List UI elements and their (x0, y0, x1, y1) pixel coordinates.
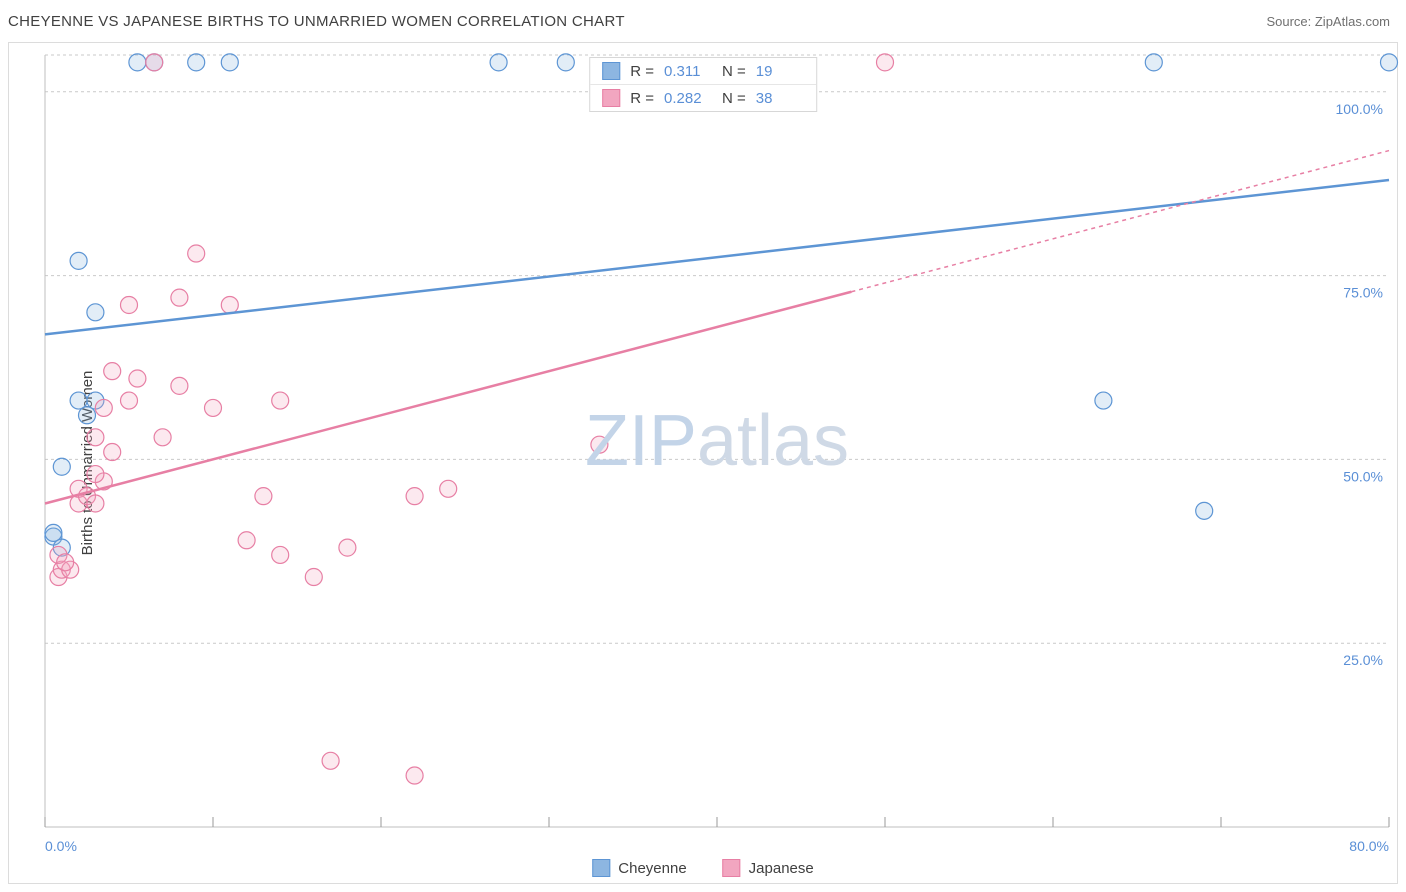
source-attribution: Source: ZipAtlas.com (1266, 14, 1390, 29)
data-point (221, 296, 238, 313)
legend-swatch (723, 859, 741, 877)
legend-swatch (592, 859, 610, 877)
chart-title: CHEYENNE VS JAPANESE BIRTHS TO UNMARRIED… (8, 13, 625, 30)
data-point (205, 399, 222, 416)
stats-legend: R = 0.311 N = 19 R = 0.282 N = 38 (589, 57, 817, 112)
data-point (557, 54, 574, 71)
legend-item: Japanese (723, 859, 814, 877)
data-point (406, 488, 423, 505)
data-point (146, 54, 163, 71)
x-tick-label: 0.0% (45, 838, 77, 854)
data-point (188, 245, 205, 262)
data-point (95, 399, 112, 416)
data-point (305, 569, 322, 586)
y-tick-label: 50.0% (1343, 468, 1383, 484)
data-point (129, 54, 146, 71)
y-tick-label: 100.0% (1336, 101, 1383, 117)
data-point (1095, 392, 1112, 409)
data-point (221, 54, 238, 71)
legend-item: Cheyenne (592, 859, 686, 877)
stat-r-value: 0.311 (664, 63, 712, 80)
data-point (1196, 502, 1213, 519)
data-point (171, 289, 188, 306)
data-point (171, 377, 188, 394)
stat-n-value: 19 (756, 63, 804, 80)
trend-line-extrapolated (851, 151, 1389, 292)
stat-r-label: R = (630, 63, 654, 80)
header-bar: CHEYENNE VS JAPANESE BIRTHS TO UNMARRIED… (0, 0, 1406, 42)
data-point (129, 370, 146, 387)
data-point (238, 532, 255, 549)
data-point (272, 546, 289, 563)
data-point (188, 54, 205, 71)
data-point (53, 458, 70, 475)
y-tick-label: 25.0% (1343, 652, 1383, 668)
data-point (490, 54, 507, 71)
x-tick-label: 80.0% (1349, 838, 1389, 854)
data-point (87, 304, 104, 321)
data-point (591, 436, 608, 453)
stats-row: R = 0.282 N = 38 (590, 85, 816, 111)
data-point (272, 392, 289, 409)
legend-label: Japanese (749, 860, 814, 877)
data-point (87, 495, 104, 512)
trend-line (45, 292, 851, 504)
data-point (104, 363, 121, 380)
data-point (255, 488, 272, 505)
data-point (877, 54, 894, 71)
stat-r-value: 0.282 (664, 90, 712, 107)
data-point (154, 429, 171, 446)
legend-label: Cheyenne (618, 860, 686, 877)
series-legend: Cheyenne Japanese (592, 859, 813, 877)
plot-area: ZIPatlas 25.0%50.0%75.0%100.0%0.0%80.0% (45, 55, 1389, 827)
data-point (79, 407, 96, 424)
stats-row: R = 0.311 N = 19 (590, 58, 816, 85)
data-point (121, 392, 138, 409)
legend-swatch (602, 62, 620, 80)
stat-n-label: N = (722, 63, 746, 80)
data-point (339, 539, 356, 556)
data-point (57, 554, 74, 571)
data-point (104, 444, 121, 461)
y-tick-label: 75.0% (1343, 285, 1383, 301)
data-point (1145, 54, 1162, 71)
stat-r-label: R = (630, 90, 654, 107)
data-point (87, 429, 104, 446)
legend-swatch (602, 89, 620, 107)
data-point (440, 480, 457, 497)
chart-container: Births to Unmarried Women ZIPatlas 25.0%… (8, 42, 1398, 884)
data-point (1381, 54, 1398, 71)
stat-n-value: 38 (756, 90, 804, 107)
data-point (70, 252, 87, 269)
data-point (322, 752, 339, 769)
stat-n-label: N = (722, 90, 746, 107)
data-point (406, 767, 423, 784)
plot-svg: 25.0%50.0%75.0%100.0%0.0%80.0% (45, 55, 1389, 827)
data-point (87, 466, 104, 483)
data-point (121, 296, 138, 313)
